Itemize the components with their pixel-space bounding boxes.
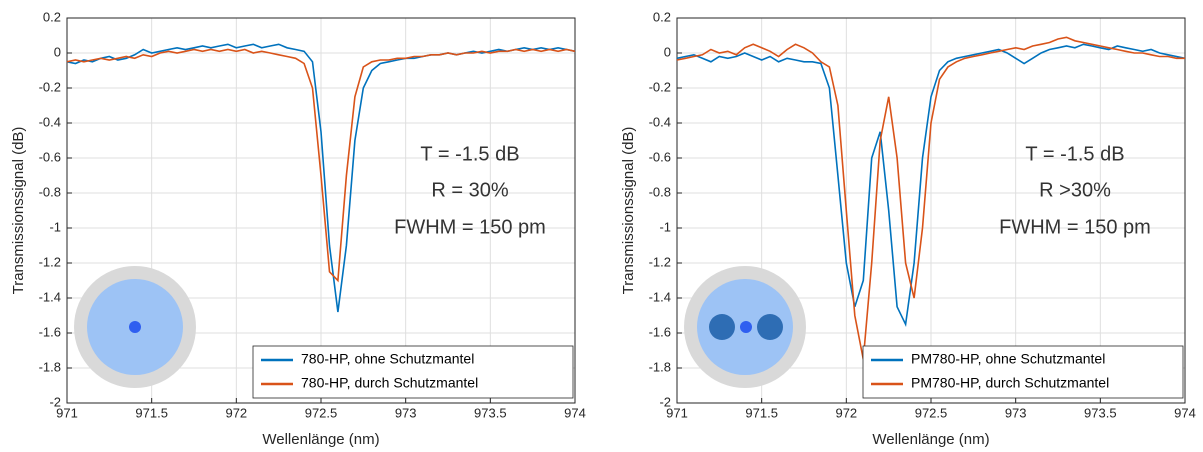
y-tick-label: 0	[54, 44, 61, 59]
legend-label: 780-HP, durch Schutzmantel	[301, 375, 478, 391]
y-tick-label: -2	[49, 394, 61, 409]
x-tick-label: 971.5	[135, 405, 168, 420]
x-tick-label: 972.5	[305, 405, 338, 420]
y-tick-label: 0.2	[43, 9, 61, 24]
y-tick-label: -0.2	[39, 79, 61, 94]
legend-label: 780-HP, ohne Schutzmantel	[301, 351, 474, 367]
y-tick-label: -0.6	[39, 149, 61, 164]
y-tick-label: -1	[49, 219, 61, 234]
y-tick-label: -1.6	[649, 324, 671, 339]
y-tick-label: -0.6	[649, 149, 671, 164]
y-tick-label: -0.4	[39, 114, 61, 129]
y-tick-label: -0.8	[649, 184, 671, 199]
legend-box	[862, 345, 1184, 399]
y-tick-label: -1.8	[39, 359, 61, 374]
data-line	[66, 43, 576, 313]
data-line	[676, 36, 1185, 360]
y-tick-label: -1.4	[39, 289, 61, 304]
annotation: R = 30%	[431, 179, 508, 201]
x-tick-label: 971	[666, 405, 688, 420]
annotation: FWHM = 150 pm	[999, 216, 1151, 238]
x-tick-label: 973.5	[1084, 405, 1117, 420]
fiber-icon-right	[684, 266, 806, 388]
x-axis-label: Wellenlänge (nm)	[872, 431, 989, 448]
axes-box	[676, 17, 1186, 404]
axes-box	[66, 17, 576, 404]
y-tick-label: -0.2	[649, 79, 671, 94]
y-tick-label: -1.2	[39, 254, 61, 269]
legend-label: PM780-HP, ohne Schutzmantel	[911, 351, 1105, 367]
y-tick-label: -0.4	[649, 114, 671, 129]
annotation: FWHM = 150 pm	[394, 216, 546, 238]
x-tick-label: 972	[225, 405, 247, 420]
x-tick-label: 973.5	[474, 405, 507, 420]
x-tick-label: 973	[395, 405, 417, 420]
x-tick-label: 974	[564, 405, 586, 420]
y-axis-label: Transmissionssignal (dB)	[10, 127, 27, 295]
y-tick-label: -1.8	[649, 359, 671, 374]
x-tick-label: 971	[56, 405, 78, 420]
fiber-icon-left	[74, 266, 196, 388]
y-tick-label: -1.2	[649, 254, 671, 269]
x-tick-label: 971.5	[745, 405, 778, 420]
y-tick-label: 0	[664, 44, 671, 59]
annotation: T = -1.5 dB	[420, 143, 519, 165]
y-tick-label: 0.2	[653, 9, 671, 24]
legend-label: PM780-HP, durch Schutzmantel	[911, 375, 1109, 391]
x-tick-label: 974	[1174, 405, 1196, 420]
y-tick-label: -1.6	[39, 324, 61, 339]
y-tick-label: -1	[659, 219, 671, 234]
legend-box	[252, 345, 574, 399]
annotation: R >30%	[1039, 179, 1111, 201]
data-line	[66, 48, 576, 283]
annotation: T = -1.5 dB	[1025, 143, 1124, 165]
y-tick-label: -2	[659, 394, 671, 409]
x-tick-label: 973	[1005, 405, 1027, 420]
y-axis-label: Transmissionssignal (dB)	[620, 127, 637, 295]
y-tick-label: -1.4	[649, 289, 671, 304]
x-tick-label: 972.5	[915, 405, 948, 420]
x-axis-label: Wellenlänge (nm)	[262, 431, 379, 448]
x-tick-label: 972	[835, 405, 857, 420]
y-tick-label: -0.8	[39, 184, 61, 199]
data-line	[676, 43, 1186, 328]
